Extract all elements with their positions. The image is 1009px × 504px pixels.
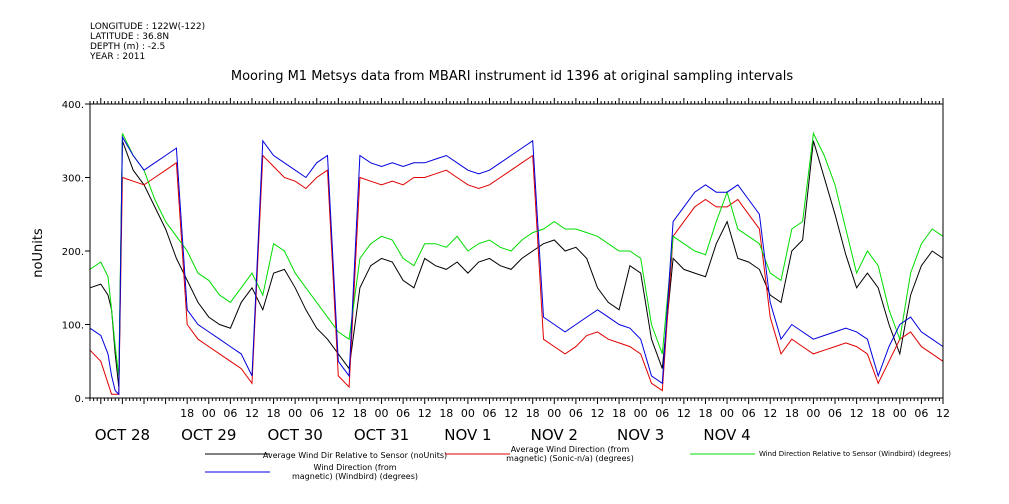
date-label: OCT 31: [354, 426, 409, 444]
x-tick-label: 06: [914, 407, 928, 420]
x-tick-label: 18: [353, 407, 367, 420]
y-axis-label: noUnits: [31, 228, 46, 278]
x-tick-label: 06: [223, 407, 237, 420]
x-tick-label: 12: [590, 407, 604, 420]
x-tick-label: 06: [828, 407, 842, 420]
x-tick-label: 12: [245, 407, 259, 420]
header-metadata: LONGITUDE : 122W(-122) LATITUDE : 36.8N …: [90, 22, 205, 62]
depth-text: DEPTH (m) : -2.5: [90, 42, 166, 52]
x-tick-label: 12: [936, 407, 950, 420]
x-tick-label: 12: [418, 407, 432, 420]
series-line-2: [89, 154, 944, 395]
x-tick-label: 18: [698, 407, 712, 420]
y-tick-label: 0.: [74, 394, 84, 405]
x-tick-label: 00: [288, 407, 302, 420]
date-label: NOV 1: [444, 426, 491, 444]
x-tick-label: 12: [850, 407, 864, 420]
y-tick-label: 100.: [62, 321, 84, 332]
x-tick-label: 06: [569, 407, 583, 420]
latitude-text: LATITUDE : 36.8N: [90, 32, 170, 42]
x-tick-label: 18: [267, 407, 281, 420]
x-tick-label: 12: [677, 407, 691, 420]
x-tick-label: 18: [871, 407, 885, 420]
x-tick-label: 18: [439, 407, 453, 420]
x-tick-label: 00: [893, 407, 907, 420]
x-tick-label: 00: [720, 407, 734, 420]
x-tick-label: 12: [763, 407, 777, 420]
legend-label-4: Wind Direction (from magnetic) (Windbird)…: [292, 463, 418, 481]
year-text: YEAR : 2011: [90, 52, 146, 62]
x-tick-label: 00: [202, 407, 216, 420]
x-tick-label: 06: [310, 407, 324, 420]
series-line-3: [89, 131, 944, 376]
x-tick-label: 18: [180, 407, 194, 420]
axis-layer: 0. 100. 200. 300. 400. 18 00 06 12 18 00 06 12 18 00 06…: [62, 98, 950, 444]
x-tick-label: 00: [547, 407, 561, 420]
x-tick-label: 06: [742, 407, 756, 420]
x-tick-label: 12: [331, 407, 345, 420]
date-label: NOV 2: [531, 426, 578, 444]
series-line-4: [89, 135, 944, 396]
x-tick-label: 18: [526, 407, 540, 420]
x-tick-label: 00: [806, 407, 820, 420]
legend-label-1: Average Wind Dir Relative to Sensor (noU…: [263, 451, 447, 460]
y-tick-label: 300.: [62, 174, 84, 185]
x-tick-label: 00: [375, 407, 389, 420]
legend-label-3: Wind Direction Relative to Sensor (Windb…: [759, 450, 951, 458]
x-tick-label: 06: [483, 407, 497, 420]
date-label: OCT 28: [95, 426, 150, 444]
legend: Average Wind Dir Relative to Sensor (noU…: [205, 445, 951, 481]
x-tick-label: 00: [634, 407, 648, 420]
longitude-text: LONGITUDE : 122W(-122): [90, 22, 206, 32]
x-tick-label: 12: [504, 407, 518, 420]
x-tick-label: 18: [785, 407, 799, 420]
x-tick-label: 00: [461, 407, 475, 420]
y-tick-label: 400.: [62, 100, 84, 111]
legend-label-2: Average Wind Direction (from magnetic) (S…: [506, 445, 634, 463]
date-label: NOV 4: [703, 426, 750, 444]
y-tick-label: 200.: [62, 247, 84, 258]
chart-title: Mooring M1 Metsys data from MBARI instru…: [231, 69, 793, 84]
x-tick-label: 18: [612, 407, 626, 420]
x-tick-label: 06: [396, 407, 410, 420]
date-label: OCT 29: [181, 426, 236, 444]
x-tick-label: 06: [655, 407, 669, 420]
series-layer: [89, 131, 944, 396]
series-line-1: [89, 140, 944, 388]
date-label: OCT 30: [267, 426, 322, 444]
date-label: NOV 3: [617, 426, 664, 444]
